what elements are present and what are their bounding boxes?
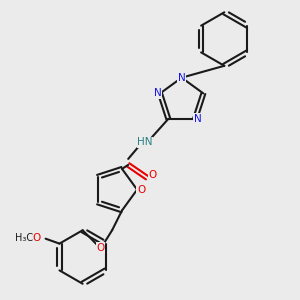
Text: O: O (149, 170, 157, 180)
Text: N: N (194, 114, 201, 124)
Text: H₃C: H₃C (15, 233, 33, 243)
Text: N: N (154, 88, 161, 98)
Text: O: O (137, 184, 145, 195)
Text: N: N (178, 73, 186, 83)
Text: O: O (96, 243, 104, 253)
Text: O: O (33, 233, 41, 243)
Text: HN: HN (137, 137, 153, 147)
